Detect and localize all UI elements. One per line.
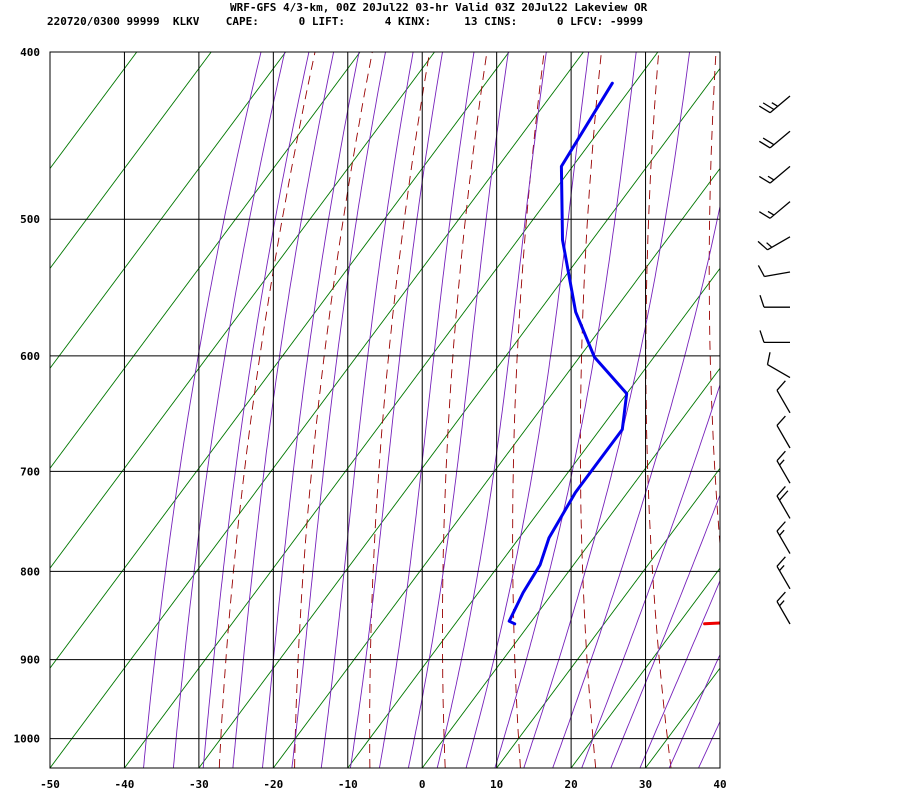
moist-adiabat bbox=[172, 52, 286, 768]
x-tick-label: 10 bbox=[490, 778, 503, 791]
moist-adiabat bbox=[407, 52, 509, 768]
skewed-isotherm bbox=[272, 167, 720, 768]
moist-adiabat bbox=[523, 52, 691, 768]
wind-barb bbox=[758, 95, 791, 114]
sounding-indices: 220720/0300 99999 KLKV CAPE: 0 LIFT: 4 K… bbox=[47, 15, 644, 28]
dry-adiabat bbox=[579, 52, 602, 768]
x-tick-label: 0 bbox=[419, 778, 426, 791]
x-tick-label: -10 bbox=[338, 778, 358, 791]
grid bbox=[49, 51, 721, 768]
dry-adiabat bbox=[369, 52, 431, 768]
skewed-isotherm bbox=[347, 267, 720, 768]
wind-barb bbox=[776, 380, 791, 414]
skewed-isotherm bbox=[50, 52, 510, 669]
moist-adiabat bbox=[668, 653, 720, 768]
moist-adiabat bbox=[728, 43, 900, 768]
moist-adiabat bbox=[320, 52, 414, 768]
moist-adiabat bbox=[494, 52, 637, 768]
sounding-profiles bbox=[507, 81, 720, 626]
wind-barb bbox=[776, 556, 791, 590]
y-tick-label: 600 bbox=[20, 350, 40, 363]
skewed-isotherm bbox=[50, 52, 584, 768]
moist-adiabat bbox=[262, 52, 360, 768]
x-tick-label: 30 bbox=[639, 778, 652, 791]
wind-barbs bbox=[757, 95, 791, 625]
skewed-isotherm bbox=[719, 767, 720, 768]
wind-barb bbox=[759, 294, 790, 308]
moist-adiabat bbox=[581, 383, 720, 768]
x-tick-label: 40 bbox=[713, 778, 726, 791]
dry-adiabat bbox=[771, 52, 822, 768]
y-tick-label: 500 bbox=[20, 213, 40, 226]
skewed-isotherm bbox=[570, 567, 720, 768]
wind-barb bbox=[759, 330, 790, 344]
dry-adiabat bbox=[218, 52, 316, 768]
x-tick-label: -40 bbox=[115, 778, 135, 791]
x-tick-label: -30 bbox=[189, 778, 209, 791]
y-tick-label: 800 bbox=[20, 565, 40, 578]
skewed-isotherm bbox=[421, 367, 720, 768]
moist-adiabat bbox=[465, 52, 590, 768]
x-tick-label: -20 bbox=[263, 778, 283, 791]
dry-adiabat bbox=[512, 52, 545, 768]
x-tick-label: 20 bbox=[564, 778, 577, 791]
temperature-profile bbox=[703, 621, 720, 626]
skewed-isotherm bbox=[50, 52, 435, 569]
wind-barb bbox=[757, 236, 791, 251]
chart-title: WRF-GFS 4/3-km, 00Z 20Jul22 03-hr Valid … bbox=[230, 1, 648, 14]
moist-adiabat bbox=[291, 52, 386, 768]
dry-adiabat bbox=[708, 52, 720, 550]
moist-adiabat bbox=[202, 52, 310, 768]
dry-adiabat bbox=[442, 52, 488, 768]
x-tick-label: -50 bbox=[40, 778, 60, 791]
skewed-isotherm bbox=[50, 52, 212, 270]
moist-adiabat bbox=[639, 579, 720, 768]
moist-adiabat bbox=[610, 493, 720, 768]
dry-adiabat bbox=[294, 52, 373, 768]
skewed-isotherm bbox=[496, 467, 720, 768]
dry-adiabat bbox=[645, 52, 672, 768]
skewed-isotherm bbox=[124, 52, 659, 768]
wind-barb bbox=[758, 165, 791, 184]
skewed-isotherm bbox=[50, 52, 287, 370]
wind-barb bbox=[776, 591, 791, 625]
dry-adiabat bbox=[888, 52, 900, 768]
wind-barb bbox=[776, 450, 791, 484]
skewed-isotherm bbox=[645, 667, 720, 768]
y-tick-label: 700 bbox=[20, 465, 40, 478]
wind-barb bbox=[766, 352, 791, 379]
wind-barb bbox=[776, 485, 791, 519]
wind-barb bbox=[758, 130, 791, 149]
moist-adiabat bbox=[378, 52, 475, 768]
dewpoint-profile bbox=[507, 81, 629, 626]
moist-adiabat bbox=[143, 52, 262, 768]
background-lines bbox=[50, 43, 900, 768]
moist-adiabat bbox=[552, 204, 720, 768]
skewed-isotherm bbox=[50, 52, 361, 469]
wind-barb bbox=[758, 201, 791, 219]
wind-barb bbox=[776, 521, 791, 554]
dry-adiabat bbox=[830, 52, 897, 768]
moist-adiabat bbox=[436, 52, 547, 768]
y-tick-label: 1000 bbox=[14, 733, 41, 746]
plot-frame bbox=[49, 51, 721, 769]
axis-labels: -50 -40 -30 -20 -10 0 10 20 30 40 400 500 600 700 800 9… bbox=[14, 46, 727, 791]
y-tick-label: 900 bbox=[20, 654, 40, 667]
skewed-isotherm bbox=[198, 67, 720, 768]
wind-barb bbox=[757, 265, 791, 278]
moist-adiabat bbox=[698, 720, 720, 768]
moist-adiabat bbox=[349, 52, 443, 768]
y-tick-label: 400 bbox=[20, 46, 40, 59]
wind-barb bbox=[776, 415, 791, 449]
moist-adiabat bbox=[232, 52, 335, 768]
